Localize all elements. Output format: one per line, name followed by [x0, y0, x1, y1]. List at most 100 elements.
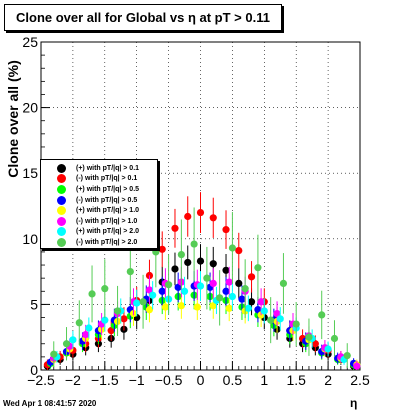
- data-point: [161, 303, 170, 311]
- data-point: [177, 250, 185, 259]
- data-point: [101, 285, 109, 293]
- data-point: [343, 351, 351, 360]
- data-point: [177, 302, 185, 310]
- data-point: [145, 286, 154, 294]
- legend-marker: [57, 206, 66, 216]
- data-point: [254, 264, 262, 272]
- legend-entry: (-) with pT/|q| > 0.5: [45, 195, 157, 206]
- data-point: [276, 315, 284, 323]
- data-point: [222, 287, 230, 295]
- data-point: [75, 319, 83, 327]
- y-axis-label: Clone over all (%): [5, 60, 21, 178]
- data-point: [62, 340, 71, 348]
- data-point: [244, 304, 252, 312]
- x-tick-label: −0.5: [155, 372, 183, 388]
- data-point: [318, 311, 326, 319]
- data-point: [107, 327, 115, 335]
- data-point: [247, 298, 256, 306]
- data-point: [133, 299, 141, 307]
- y-tick-label: 15: [22, 165, 38, 181]
- legend-label: (+) with pT/|q| > 2.0: [76, 228, 140, 236]
- data-point: [88, 290, 96, 298]
- data-point: [235, 279, 243, 288]
- data-point: [267, 316, 275, 324]
- legend-marker: [57, 227, 66, 237]
- data-point: [184, 212, 192, 221]
- data-point: [193, 303, 201, 311]
- data-point: [171, 265, 179, 273]
- y-tick-label: 25: [22, 34, 38, 50]
- x-tick-label: 2.5: [350, 372, 370, 388]
- legend-marker: [57, 163, 66, 173]
- data-point: [101, 316, 109, 324]
- y-tick-label: 10: [22, 231, 38, 247]
- x-axis-label: η: [350, 396, 358, 410]
- x-tick-label: −1.5: [91, 372, 119, 388]
- y-tick-label: 0: [30, 362, 38, 378]
- data-point: [225, 278, 233, 286]
- legend-entry: (+) with pT/|q| > 0.5: [45, 184, 157, 195]
- data-point: [126, 268, 134, 276]
- chart-title: Clone over all for Global vs η at pT > 0…: [4, 4, 282, 31]
- data-point: [292, 320, 300, 328]
- legend-label: (+) with pT/|q| > 0.1: [76, 164, 140, 172]
- timestamp: Wed Apr 1 08:41:57 2020: [3, 399, 97, 408]
- data-point: [273, 309, 281, 318]
- data-point: [324, 345, 332, 353]
- data-point: [209, 302, 217, 310]
- legend-entry: (+) with pT/|q| > 1.0: [45, 205, 157, 216]
- data-point: [222, 266, 230, 274]
- x-tick-label: 1.5: [286, 372, 306, 388]
- data-point: [69, 336, 77, 344]
- data-point: [260, 307, 268, 315]
- data-point: [152, 248, 160, 256]
- data-point: [254, 306, 262, 314]
- data-point: [113, 307, 122, 315]
- data-point: [209, 279, 217, 288]
- x-tick-label: 1: [260, 372, 268, 388]
- x-tick-label: −2: [65, 372, 81, 388]
- data-point: [209, 214, 217, 222]
- data-point: [184, 258, 192, 267]
- data-point: [235, 247, 243, 255]
- legend-marker: [57, 174, 66, 184]
- legend-label: (+) with pT/|q| > 1.0: [76, 207, 140, 215]
- legend-label: (-) with pT/|q| > 0.1: [76, 175, 138, 183]
- data-point: [149, 291, 157, 299]
- x-tick-label: −2.5: [27, 372, 55, 388]
- data-point: [225, 304, 233, 312]
- legend-marker: [57, 237, 66, 247]
- legend-entry: (-) with pT/|q| > 2.0: [45, 237, 157, 248]
- legend: (+) with pT/|q| > 0.1 (-) with pT/|q| > 0…: [40, 159, 158, 249]
- data-point: [311, 340, 319, 348]
- data-point: [50, 350, 58, 358]
- data-point: [353, 362, 361, 370]
- legend-entry: (+) with pT/|q| > 2.0: [45, 227, 157, 238]
- x-tick-label: −1: [129, 372, 145, 388]
- data-point: [174, 283, 182, 291]
- x-tick-label: 0: [197, 372, 205, 388]
- x-tick-label: 2: [324, 372, 332, 388]
- legend-entry: (-) with pT/|q| > 1.0: [45, 216, 157, 227]
- data-point: [190, 240, 198, 248]
- data-point: [196, 282, 205, 290]
- data-point: [216, 294, 224, 302]
- data-point: [257, 298, 265, 306]
- data-point: [228, 244, 236, 252]
- legend-label: (-) with pT/|q| > 0.5: [76, 196, 138, 204]
- legend-marker: [57, 184, 66, 194]
- legend-marker: [57, 216, 66, 226]
- legend-entry: (+) with pT/|q| > 0.1: [45, 163, 157, 174]
- legend-marker: [57, 195, 66, 205]
- data-point: [180, 287, 189, 295]
- data-point: [203, 274, 211, 282]
- series-5: [50, 266, 361, 370]
- data-point: [120, 315, 128, 323]
- legend-label: (+) with pT/|q| > 0.5: [76, 185, 140, 193]
- data-point: [305, 333, 313, 341]
- data-point: [158, 245, 166, 253]
- data-point: [165, 281, 173, 289]
- data-point: [196, 257, 205, 265]
- data-point: [238, 295, 246, 303]
